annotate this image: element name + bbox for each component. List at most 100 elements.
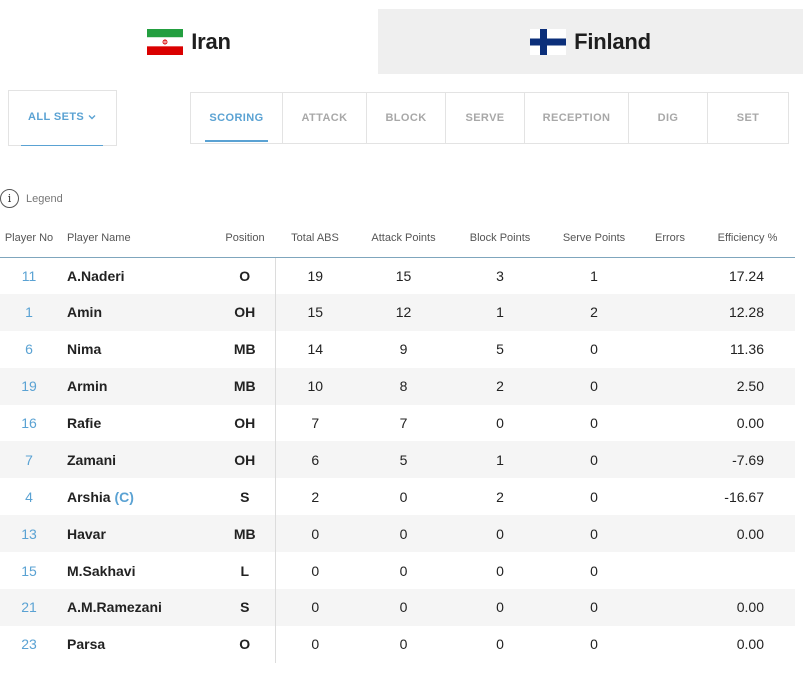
player-position: O [215, 625, 276, 663]
attack-points-value: 12 [355, 293, 452, 331]
player-position: L [215, 552, 276, 590]
player-number[interactable]: 15 [21, 562, 37, 579]
player-number[interactable]: 23 [21, 636, 37, 653]
sets-filter-label: ALL SETS [28, 111, 85, 123]
team-tab-iran[interactable]: Iran [0, 9, 378, 74]
tab-serve[interactable]: SERVE [446, 93, 525, 143]
attack-points-value: 0 [355, 589, 452, 626]
player-name[interactable]: Amin [58, 293, 215, 331]
player-name[interactable]: Zamani [58, 441, 215, 479]
attack-points-value: 0 [355, 515, 452, 553]
block-points-value: 0 [452, 515, 548, 553]
serve-points-value: 0 [548, 515, 640, 553]
player-number[interactable]: 1 [0, 293, 58, 331]
stat-category-tabs: SCORING ATTACK BLOCK SERVE RECEPTION DIG… [190, 92, 789, 144]
sets-filter-label-wrap: ALL SETS [28, 111, 96, 123]
player-name[interactable]: Rafie [58, 405, 215, 442]
player-name-text: Arshia [67, 488, 111, 505]
tab-reception[interactable]: RECEPTION [525, 93, 629, 143]
errors-value [640, 589, 700, 626]
player-name[interactable]: Arshia (C) [58, 478, 215, 515]
header-block-points[interactable]: Block Points [452, 220, 548, 258]
tab-attack[interactable]: ATTACK [283, 93, 367, 143]
total-abs-value: 6 [275, 441, 355, 479]
sets-filter-dropdown[interactable]: ALL SETS [8, 90, 117, 146]
player-position: OH [215, 441, 276, 479]
player-number[interactable]: 16 [21, 415, 37, 431]
serve-points-value: 0 [590, 562, 598, 579]
team-name-home: Iran [191, 28, 231, 54]
total-abs-value: 15 [275, 293, 355, 331]
header-player-name[interactable]: Player Name [58, 220, 215, 258]
tab-dig[interactable]: DIG [629, 93, 708, 143]
efficiency-value: -7.69 [700, 441, 795, 479]
player-name[interactable]: Havar [58, 515, 215, 553]
player-number[interactable]: 19 [0, 367, 58, 405]
table-body: 11 A.Naderi O 19 15 3 1 17.24 1 Amin OH 15 12 1 2 12.28… [0, 257, 795, 663]
header-player-no[interactable]: Player No [0, 220, 58, 258]
errors-value [640, 331, 700, 368]
serve-points-value: 1 [590, 267, 598, 284]
efficiency-value: 0.00 [700, 589, 795, 626]
player-stats-table: Player No Player Name Position Total ABS… [0, 220, 795, 663]
serve-points-value: 0 [590, 415, 598, 431]
header-efficiency[interactable]: Efficiency % [700, 220, 795, 258]
header-total-abs[interactable]: Total ABS [275, 220, 355, 258]
player-name[interactable]: Parsa [58, 626, 215, 663]
player-position: S [215, 589, 276, 626]
chevron-down-icon [88, 111, 96, 123]
serve-points-value: 0 [590, 488, 598, 505]
errors-value [640, 552, 700, 589]
player-number[interactable]: 21 [0, 589, 58, 626]
player-number[interactable]: 7 [0, 441, 58, 479]
player-name-text: Havar [67, 525, 106, 542]
player-number[interactable]: 11 [21, 267, 37, 284]
tab-scoring[interactable]: SCORING [191, 93, 283, 143]
player-number[interactable]: 6 [25, 341, 33, 358]
player-name[interactable]: Armin [58, 367, 215, 405]
table-header-row: Player No Player Name Position Total ABS… [0, 220, 795, 258]
total-abs-value: 0 [311, 636, 320, 653]
player-name-text: Rafie [67, 415, 102, 431]
tab-block[interactable]: BLOCK [367, 93, 446, 143]
legend-label: Legend [26, 192, 63, 205]
block-points-value: 0 [496, 415, 504, 431]
efficiency-value [700, 552, 795, 589]
player-name-text: Nima [67, 341, 102, 358]
serve-points-value: 0 [548, 367, 640, 405]
player-number[interactable]: 4 [25, 488, 33, 505]
efficiency-value: 0.00 [736, 415, 764, 431]
block-points-value: 1 [452, 441, 548, 479]
player-position: S [215, 478, 276, 516]
player-position: MB [215, 515, 276, 553]
attack-points-value: 0 [399, 562, 408, 579]
player-name[interactable]: Nima [58, 331, 215, 368]
errors-value [640, 367, 700, 405]
header-errors[interactable]: Errors [640, 220, 700, 258]
header-serve-points[interactable]: Serve Points [548, 220, 640, 258]
block-points-value: 2 [452, 367, 548, 405]
player-name[interactable]: M.Sakhavi [58, 552, 215, 589]
table-row: 15 M.Sakhavi L 0 0 0 0 [0, 552, 795, 590]
legend-toggle[interactable]: i Legend [0, 189, 63, 208]
player-name[interactable]: A.M.Ramezani [58, 589, 215, 626]
attack-points-value: 8 [355, 367, 452, 405]
block-points-value: 3 [496, 267, 504, 284]
errors-value [640, 257, 700, 294]
errors-value [640, 293, 700, 331]
block-points-value: 0 [496, 636, 504, 653]
player-number[interactable]: 13 [0, 515, 58, 553]
serve-points-value: 2 [548, 293, 640, 331]
attack-points-value: 5 [355, 441, 452, 479]
tab-set[interactable]: SET [736, 112, 760, 124]
player-position: OH [215, 404, 276, 442]
header-position[interactable]: Position [215, 220, 275, 258]
attack-points-value: 15 [395, 267, 412, 284]
team-tab-finland[interactable]: Finland [378, 9, 803, 74]
player-name-text: A.M.Ramezani [67, 599, 162, 616]
iran-flag-icon [147, 28, 184, 55]
player-name[interactable]: A.Naderi [58, 257, 215, 294]
player-position: O [215, 257, 276, 294]
header-attack-points[interactable]: Attack Points [355, 220, 452, 258]
efficiency-value: 17.24 [728, 267, 764, 284]
